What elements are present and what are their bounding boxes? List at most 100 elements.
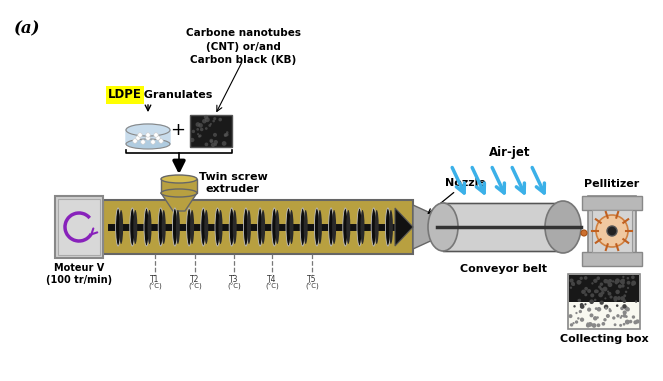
Ellipse shape xyxy=(286,208,291,246)
Circle shape xyxy=(607,282,613,287)
Ellipse shape xyxy=(346,210,350,244)
Bar xyxy=(103,200,413,254)
Polygon shape xyxy=(413,205,437,249)
Bar xyxy=(161,179,197,193)
Circle shape xyxy=(607,282,610,284)
Circle shape xyxy=(613,296,618,301)
Text: (°C): (°C) xyxy=(148,283,162,290)
Circle shape xyxy=(615,280,618,284)
Bar xyxy=(582,252,642,266)
Circle shape xyxy=(581,230,587,236)
Circle shape xyxy=(582,290,585,293)
Circle shape xyxy=(623,299,627,303)
Text: (a): (a) xyxy=(14,20,40,37)
Ellipse shape xyxy=(375,210,379,244)
Text: Moteur V
(100 tr/min): Moteur V (100 tr/min) xyxy=(46,263,112,285)
Circle shape xyxy=(627,277,629,280)
Text: (°C): (°C) xyxy=(305,283,319,290)
Circle shape xyxy=(199,134,202,137)
Circle shape xyxy=(607,226,617,236)
Circle shape xyxy=(197,133,199,135)
Circle shape xyxy=(594,299,597,301)
Text: Carbone nanotubes
(CNT) or/and
Carbon black (KB): Carbone nanotubes (CNT) or/and Carbon bl… xyxy=(186,28,300,65)
Circle shape xyxy=(575,320,578,324)
Circle shape xyxy=(614,323,617,326)
Circle shape xyxy=(221,141,227,146)
Text: (°C): (°C) xyxy=(227,283,241,290)
Circle shape xyxy=(612,280,615,283)
Circle shape xyxy=(625,320,630,325)
Circle shape xyxy=(584,287,588,291)
Circle shape xyxy=(136,136,140,140)
Circle shape xyxy=(589,299,594,304)
Circle shape xyxy=(205,117,210,122)
Circle shape xyxy=(597,316,599,319)
Circle shape xyxy=(212,120,215,122)
Bar xyxy=(443,203,563,251)
Circle shape xyxy=(615,282,618,285)
Circle shape xyxy=(568,314,572,318)
Circle shape xyxy=(604,304,609,309)
Circle shape xyxy=(589,314,593,317)
Circle shape xyxy=(629,320,633,323)
Ellipse shape xyxy=(275,210,279,244)
Circle shape xyxy=(159,139,163,143)
Ellipse shape xyxy=(361,210,365,244)
Circle shape xyxy=(621,279,625,282)
Circle shape xyxy=(623,304,627,309)
Ellipse shape xyxy=(247,210,251,244)
Circle shape xyxy=(213,133,217,137)
Circle shape xyxy=(623,295,626,297)
Circle shape xyxy=(211,143,215,147)
Polygon shape xyxy=(126,124,170,144)
Bar xyxy=(568,274,640,329)
Circle shape xyxy=(208,124,211,127)
Text: Twin screw
extruder: Twin screw extruder xyxy=(199,172,267,194)
Text: LDPE: LDPE xyxy=(108,88,142,101)
Polygon shape xyxy=(161,193,197,211)
Circle shape xyxy=(622,276,625,278)
Ellipse shape xyxy=(115,208,121,246)
Circle shape xyxy=(587,289,591,293)
Circle shape xyxy=(213,140,218,144)
Circle shape xyxy=(593,279,597,283)
Circle shape xyxy=(599,282,603,286)
Circle shape xyxy=(609,309,612,312)
Circle shape xyxy=(224,134,226,137)
Circle shape xyxy=(571,282,575,286)
Circle shape xyxy=(577,317,579,320)
Circle shape xyxy=(615,290,620,294)
Circle shape xyxy=(580,317,584,322)
Circle shape xyxy=(581,290,585,294)
Circle shape xyxy=(570,287,572,289)
Circle shape xyxy=(595,307,597,310)
Circle shape xyxy=(605,297,607,299)
Circle shape xyxy=(625,320,627,323)
Ellipse shape xyxy=(126,139,170,149)
Circle shape xyxy=(599,301,604,305)
Circle shape xyxy=(587,322,589,325)
Ellipse shape xyxy=(130,208,135,246)
Circle shape xyxy=(578,299,581,302)
Circle shape xyxy=(596,215,628,247)
Circle shape xyxy=(141,140,145,144)
Text: (°C): (°C) xyxy=(188,283,202,290)
Circle shape xyxy=(584,303,587,306)
Text: Air-jet: Air-jet xyxy=(489,146,531,159)
Ellipse shape xyxy=(329,208,333,246)
Circle shape xyxy=(601,322,605,326)
Ellipse shape xyxy=(261,210,265,244)
Circle shape xyxy=(598,293,603,297)
Ellipse shape xyxy=(126,124,170,136)
Circle shape xyxy=(621,284,625,288)
Circle shape xyxy=(623,323,625,326)
Circle shape xyxy=(627,287,629,289)
Ellipse shape xyxy=(304,210,308,244)
Circle shape xyxy=(573,305,575,307)
Circle shape xyxy=(621,315,623,317)
Ellipse shape xyxy=(172,208,178,246)
Bar xyxy=(569,275,639,302)
Text: T2: T2 xyxy=(190,275,200,284)
Circle shape xyxy=(599,287,602,290)
Circle shape xyxy=(225,133,229,136)
